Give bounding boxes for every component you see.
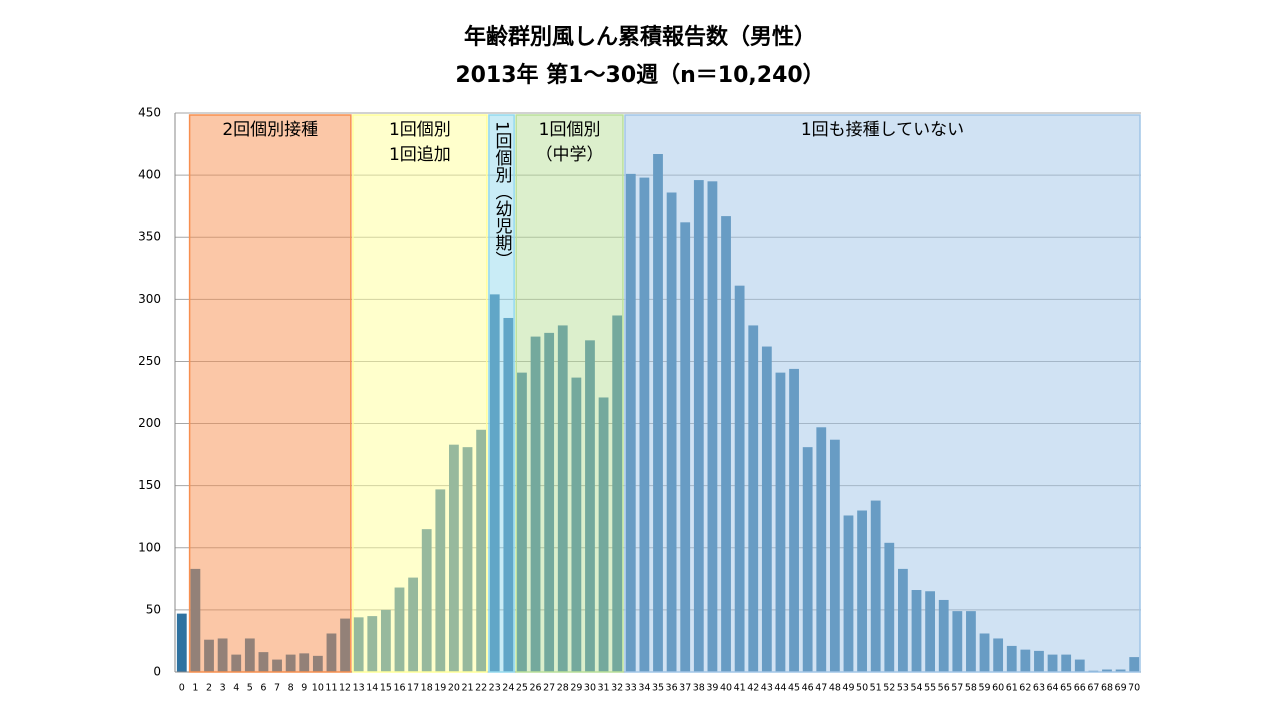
region: [352, 114, 488, 673]
x-tick-label: 46: [802, 683, 814, 694]
x-tick-label: 3: [220, 683, 226, 694]
x-tick-label: 21: [461, 683, 473, 694]
y-tick-label: 300: [138, 292, 161, 306]
x-tick-label: 38: [693, 683, 705, 694]
x-tick-label: 52: [883, 683, 895, 694]
x-tick-label: 24: [502, 683, 514, 694]
region-label: 1回個別: [389, 120, 451, 140]
x-tick-label: 55: [924, 683, 936, 694]
x-tick-label: 25: [516, 683, 528, 694]
y-tick-label: 400: [138, 168, 161, 182]
region-label: 1回追加: [389, 145, 451, 165]
x-tick-label: 39: [706, 683, 718, 694]
x-tick-label: 44: [774, 683, 786, 694]
x-tick-label: 47: [815, 683, 827, 694]
x-tick-label: 42: [747, 683, 759, 694]
x-tick-label: 1: [192, 683, 198, 694]
x-tick-label: 45: [788, 683, 800, 694]
region: [188, 114, 352, 673]
x-tick-label: 14: [366, 683, 378, 694]
x-tick-label: 0: [179, 683, 185, 694]
region: [624, 114, 1141, 673]
x-tick-label: 40: [720, 683, 732, 694]
region: [515, 114, 624, 673]
y-tick-label: 100: [138, 540, 161, 554]
region-label: 1回個別: [539, 120, 601, 140]
x-tick-label: 49: [842, 683, 854, 694]
x-tick-label: 70: [1128, 683, 1140, 694]
x-tick-label: 69: [1115, 683, 1127, 694]
x-tick-label: 6: [260, 683, 266, 694]
chart-subtitle: 2013年 第1～30週（n＝10,240）: [455, 62, 824, 88]
y-tick-label: 250: [138, 354, 161, 368]
x-tick-label: 50: [856, 683, 868, 694]
x-tick-label: 15: [380, 683, 392, 694]
x-tick-label: 66: [1074, 683, 1086, 694]
y-tick-label: 350: [138, 230, 161, 244]
region-label: 1回も接種していない: [801, 120, 964, 140]
x-tick-label: 27: [543, 683, 555, 694]
x-tick-label: 17: [407, 683, 419, 694]
x-tick-label: 2: [206, 683, 212, 694]
x-tick-label: 41: [734, 683, 746, 694]
x-tick-label: 33: [625, 683, 637, 694]
x-tick-label: 26: [530, 683, 542, 694]
x-tick-label: 63: [1033, 683, 1045, 694]
x-tick-label: 56: [938, 683, 950, 694]
region: [488, 114, 515, 673]
x-tick-label: 22: [475, 683, 487, 694]
x-tick-label: 59: [978, 683, 990, 694]
region-label: 1回個別（幼児期）: [492, 121, 513, 268]
region-label: （中学）: [536, 145, 604, 165]
y-tick-label: 50: [146, 602, 161, 616]
x-tick-label: 30: [584, 683, 596, 694]
x-tick-label: 34: [638, 683, 650, 694]
y-tick-label: 200: [138, 416, 161, 430]
x-tick-label: 10: [312, 683, 324, 694]
x-tick-label: 31: [598, 683, 610, 694]
x-tick-label: 65: [1060, 683, 1072, 694]
x-tick-label: 53: [897, 683, 909, 694]
x-tick-label: 62: [1019, 683, 1031, 694]
x-tick-label: 19: [434, 683, 446, 694]
x-tick-label: 12: [339, 683, 351, 694]
x-tick-label: 67: [1087, 683, 1099, 694]
y-tick-label: 450: [138, 106, 161, 120]
x-tick-label: 7: [274, 683, 280, 694]
x-tick-label: 28: [557, 683, 569, 694]
x-tick-label: 54: [910, 683, 922, 694]
x-tick-label: 43: [761, 683, 773, 694]
x-tick-label: 5: [247, 683, 253, 694]
x-tick-label: 48: [829, 683, 841, 694]
x-tick-label: 35: [652, 683, 664, 694]
x-tick-label: 57: [951, 683, 963, 694]
x-tick-label: 8: [288, 683, 294, 694]
x-tick-label: 68: [1101, 683, 1113, 694]
bar: [176, 613, 187, 672]
x-tick-label: 36: [666, 683, 678, 694]
x-tick-label: 58: [965, 683, 977, 694]
x-tick-label: 60: [992, 683, 1004, 694]
x-tick-label: 23: [489, 683, 501, 694]
x-tick-label: 4: [233, 683, 239, 694]
region-label: 2回個別接種: [222, 120, 318, 140]
x-tick-label: 37: [679, 683, 691, 694]
x-tick-label: 29: [570, 683, 582, 694]
y-tick-label: 0: [153, 665, 161, 679]
x-tick-label: 18: [421, 683, 433, 694]
x-tick-label: 61: [1006, 683, 1018, 694]
x-tick-label: 64: [1047, 683, 1059, 694]
x-tick-label: 20: [448, 683, 460, 694]
x-tick-label: 51: [870, 683, 882, 694]
y-tick-label: 150: [138, 478, 161, 492]
x-tick-label: 16: [393, 683, 405, 694]
chart-title: 年齢群別風しん累積報告数（男性）: [464, 24, 816, 50]
x-tick-label: 11: [325, 683, 337, 694]
x-tick-label: 13: [353, 683, 365, 694]
x-tick-label: 32: [611, 683, 623, 694]
x-tick-label: 9: [301, 683, 307, 694]
